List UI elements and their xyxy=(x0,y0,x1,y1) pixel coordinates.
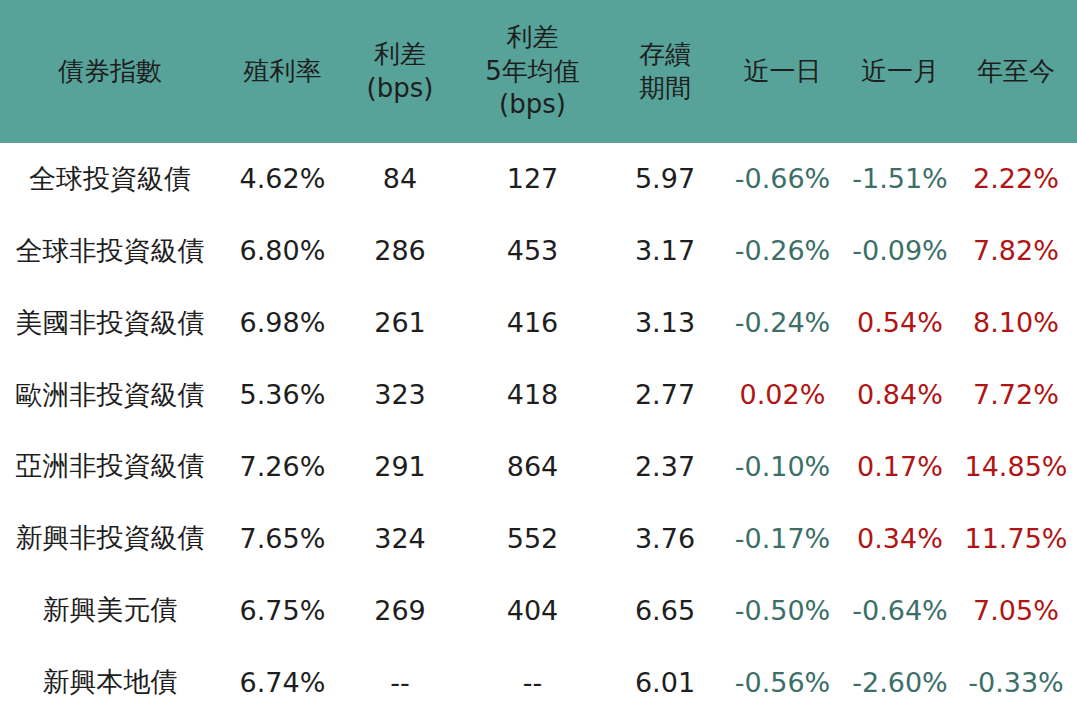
spread-5y-avg-cell: 864 xyxy=(455,431,610,503)
column-header-ytd: 年至今 xyxy=(955,0,1077,143)
yield-cell: 6.98% xyxy=(220,287,345,359)
return-1-day-cell: -0.56% xyxy=(720,646,845,718)
column-header-yield: 殖利率 xyxy=(220,0,345,143)
column-header-bond-index: 債券指數 xyxy=(0,0,220,143)
return-ytd-cell: 2.22% xyxy=(955,143,1077,215)
index-name-cell: 全球投資級債 xyxy=(0,143,220,215)
return-1-month-cell: -0.09% xyxy=(845,215,955,287)
yield-cell: 4.62% xyxy=(220,143,345,215)
return-1-month-cell: -0.64% xyxy=(845,574,955,646)
table-row: 全球投資級債4.62%841275.97-0.66%-1.51%2.22% xyxy=(0,143,1077,215)
duration-cell: 3.13 xyxy=(610,287,720,359)
return-ytd-cell: 14.85% xyxy=(955,431,1077,503)
return-1-day-cell: -0.66% xyxy=(720,143,845,215)
index-name-cell: 新興本地債 xyxy=(0,646,220,718)
yield-cell: 6.75% xyxy=(220,574,345,646)
spread-5y-avg-cell: 552 xyxy=(455,502,610,574)
spread-5y-avg-cell: 404 xyxy=(455,574,610,646)
table-row: 全球非投資級債6.80%2864533.17-0.26%-0.09%7.82% xyxy=(0,215,1077,287)
return-1-month-cell: 0.17% xyxy=(845,431,955,503)
yield-cell: 6.74% xyxy=(220,646,345,718)
return-ytd-cell: 7.82% xyxy=(955,215,1077,287)
return-1-day-cell: -0.17% xyxy=(720,502,845,574)
table-row: 美國非投資級債6.98%2614163.13-0.24%0.54%8.10% xyxy=(0,287,1077,359)
yield-cell: 5.36% xyxy=(220,359,345,431)
return-1-month-cell: 0.34% xyxy=(845,502,955,574)
return-1-month-cell: 0.84% xyxy=(845,359,955,431)
column-header-spread-5y-avg: 利差 5年均值 (bps) xyxy=(455,0,610,143)
return-ytd-cell: 8.10% xyxy=(955,287,1077,359)
spread-bps-cell: 84 xyxy=(345,143,455,215)
index-name-cell: 新興美元債 xyxy=(0,574,220,646)
table-row: 新興本地債6.74%----6.01-0.56%-2.60%-0.33% xyxy=(0,646,1077,718)
spread-5y-avg-cell: 418 xyxy=(455,359,610,431)
duration-cell: 5.97 xyxy=(610,143,720,215)
return-1-day-cell: -0.50% xyxy=(720,574,845,646)
column-header-1-month: 近一月 xyxy=(845,0,955,143)
column-header-duration: 存續 期間 xyxy=(610,0,720,143)
spread-bps-cell: 286 xyxy=(345,215,455,287)
return-1-day-cell: -0.24% xyxy=(720,287,845,359)
table-row: 新興美元債6.75%2694046.65-0.50%-0.64%7.05% xyxy=(0,574,1077,646)
spread-bps-cell: 291 xyxy=(345,431,455,503)
table-header-row: 債券指數 殖利率 利差 (bps) 利差 5年均值 (bps) 存續 期間 近一… xyxy=(0,0,1077,143)
bond-index-table: 債券指數 殖利率 利差 (bps) 利差 5年均值 (bps) 存續 期間 近一… xyxy=(0,0,1077,718)
spread-5y-avg-cell: 127 xyxy=(455,143,610,215)
index-name-cell: 新興非投資級債 xyxy=(0,502,220,574)
duration-cell: 2.37 xyxy=(610,431,720,503)
column-header-spread-bps: 利差 (bps) xyxy=(345,0,455,143)
spread-bps-cell: 261 xyxy=(345,287,455,359)
yield-cell: 7.26% xyxy=(220,431,345,503)
table-body: 全球投資級債4.62%841275.97-0.66%-1.51%2.22%全球非… xyxy=(0,143,1077,718)
return-1-month-cell: 0.54% xyxy=(845,287,955,359)
spread-bps-cell: 323 xyxy=(345,359,455,431)
spread-bps-cell: -- xyxy=(345,646,455,718)
return-1-day-cell: -0.10% xyxy=(720,431,845,503)
duration-cell: 3.76 xyxy=(610,502,720,574)
duration-cell: 2.77 xyxy=(610,359,720,431)
table-row: 新興非投資級債7.65%3245523.76-0.17%0.34%11.75% xyxy=(0,502,1077,574)
return-ytd-cell: 11.75% xyxy=(955,502,1077,574)
spread-5y-avg-cell: 453 xyxy=(455,215,610,287)
return-1-day-cell: -0.26% xyxy=(720,215,845,287)
yield-cell: 7.65% xyxy=(220,502,345,574)
index-name-cell: 亞洲非投資級債 xyxy=(0,431,220,503)
return-ytd-cell: -0.33% xyxy=(955,646,1077,718)
index-name-cell: 全球非投資級債 xyxy=(0,215,220,287)
spread-bps-cell: 269 xyxy=(345,574,455,646)
return-1-day-cell: 0.02% xyxy=(720,359,845,431)
return-1-month-cell: -1.51% xyxy=(845,143,955,215)
table-row: 歐洲非投資級債5.36%3234182.770.02%0.84%7.72% xyxy=(0,359,1077,431)
column-header-1-day: 近一日 xyxy=(720,0,845,143)
yield-cell: 6.80% xyxy=(220,215,345,287)
table-row: 亞洲非投資級債7.26%2918642.37-0.10%0.17%14.85% xyxy=(0,431,1077,503)
spread-bps-cell: 324 xyxy=(345,502,455,574)
return-ytd-cell: 7.72% xyxy=(955,359,1077,431)
duration-cell: 6.01 xyxy=(610,646,720,718)
duration-cell: 3.17 xyxy=(610,215,720,287)
return-1-month-cell: -2.60% xyxy=(845,646,955,718)
duration-cell: 6.65 xyxy=(610,574,720,646)
index-name-cell: 歐洲非投資級債 xyxy=(0,359,220,431)
spread-5y-avg-cell: -- xyxy=(455,646,610,718)
spread-5y-avg-cell: 416 xyxy=(455,287,610,359)
return-ytd-cell: 7.05% xyxy=(955,574,1077,646)
index-name-cell: 美國非投資級債 xyxy=(0,287,220,359)
